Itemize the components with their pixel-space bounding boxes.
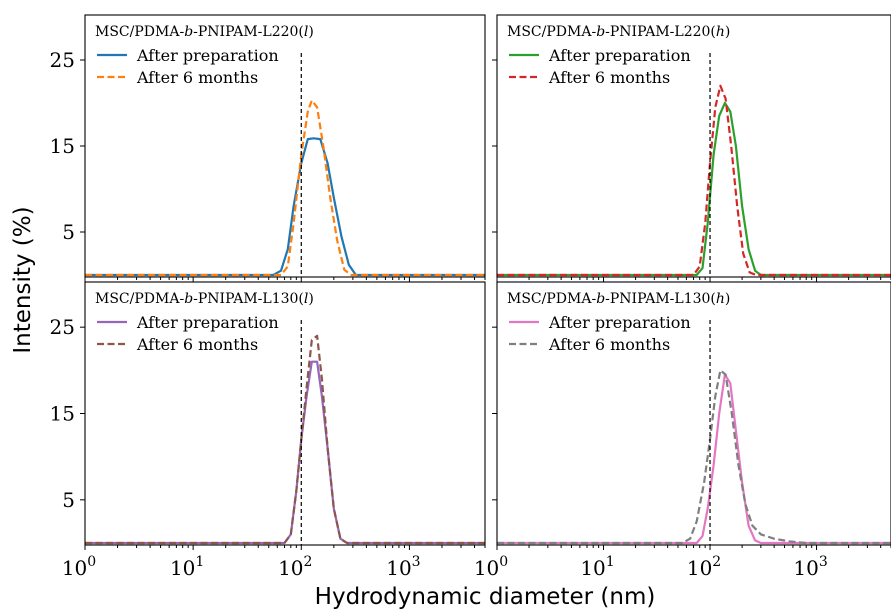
legend-label: After 6 months bbox=[136, 335, 258, 354]
legend-label: After preparation bbox=[136, 313, 279, 332]
y-axis-title: Intensity (%) bbox=[10, 206, 36, 353]
panel-title: MSC/PDMA-b-PNIPAM-L220(h) bbox=[507, 24, 730, 40]
panel-title: MSC/PDMA-b-PNIPAM-L220(l) bbox=[95, 24, 314, 40]
x-tick-label: 103 bbox=[386, 554, 420, 580]
panel-title: MSC/PDMA-b-PNIPAM-L130(h) bbox=[507, 291, 730, 307]
panel-2: MSC/PDMA-b-PNIPAM-L220(h) After preparati… bbox=[492, 14, 891, 282]
panel-3: 5 15 25 100 101 102 103 MSC/PDMA-b-PNIPAM-L130(… bbox=[50, 281, 486, 580]
legend-label: After 6 months bbox=[548, 68, 670, 87]
x-axis-title: Hydrodynamic diameter (nm) bbox=[315, 584, 656, 610]
legend-label: After preparation bbox=[548, 46, 691, 65]
legend-label: After 6 months bbox=[548, 335, 670, 354]
legend-label: After preparation bbox=[136, 46, 279, 65]
x-tick-label: 102 bbox=[687, 554, 721, 580]
series-line-2 bbox=[85, 334, 485, 545]
x-tick-label: 101 bbox=[170, 554, 204, 580]
series-line-1 bbox=[497, 373, 891, 545]
legend-label: After 6 months bbox=[136, 68, 258, 87]
panels-group: 5 15 25 MSC/PDMA-b-PNIPAM-L220(l) After prep… bbox=[50, 14, 891, 580]
y-tick-label: 5 bbox=[62, 220, 75, 244]
x-tick-label: 100 bbox=[474, 554, 508, 580]
series-line-2 bbox=[497, 369, 891, 545]
panel-title: MSC/PDMA-b-PNIPAM-L130(l) bbox=[95, 291, 314, 307]
series-line-1 bbox=[85, 137, 485, 277]
x-tick-label: 103 bbox=[793, 554, 827, 580]
series-line-1 bbox=[497, 101, 891, 277]
y-tick-label: 15 bbox=[50, 134, 75, 158]
panel-4: 100 101 102 103 MSC/PDMA-b-PNIPAM-L130(h) Aft… bbox=[474, 281, 891, 580]
x-tick-label: 102 bbox=[278, 554, 312, 580]
y-tick-label: 15 bbox=[50, 402, 75, 426]
series-line-2 bbox=[497, 84, 891, 277]
y-tick-label: 5 bbox=[62, 488, 75, 512]
y-tick-label: 25 bbox=[50, 315, 75, 339]
x-tick-label: 100 bbox=[62, 554, 96, 580]
panel-1: 5 15 25 MSC/PDMA-b-PNIPAM-L220(l) After prep… bbox=[50, 14, 486, 282]
series-line-2 bbox=[85, 99, 485, 277]
series-line-1 bbox=[85, 360, 485, 545]
y-tick-label: 25 bbox=[50, 48, 75, 72]
legend-label: After preparation bbox=[548, 313, 691, 332]
x-tick-label: 101 bbox=[580, 554, 614, 580]
